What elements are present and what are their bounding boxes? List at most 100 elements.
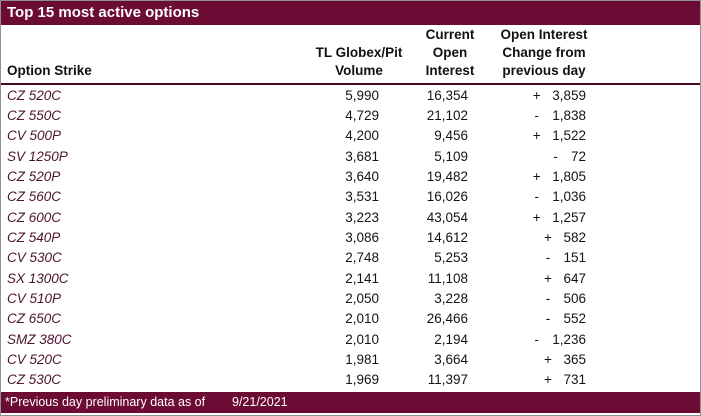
table-row: SV 1250P 3,681 5,109 -72 [1,146,700,166]
open-interest-value: 19,482 [426,168,468,184]
table-row: CZ 520C 5,990 16,354 +3,859 [1,85,700,105]
change-value: 552 [563,311,586,327]
open-interest-cell: 19,482 [379,169,468,184]
open-interest-value: 11,397 [427,372,468,388]
option-strike-value: CZ 600C [7,209,62,225]
volume-cell: 1,981 [281,352,379,367]
oi-change-cell: +1,805 [468,169,586,184]
volume-cell: 2,010 [281,311,379,326]
option-strike-value: CZ 540P [7,229,61,245]
open-interest-cell: 14,612 [379,230,468,245]
table-row: CZ 600C 3,223 43,054 +1,257 [1,207,700,227]
open-interest-cell: 3,664 [379,352,468,367]
change-sign: + [544,372,552,388]
table-body: CZ 520C 5,990 16,354 +3,859 CZ 550C 4,72… [1,85,700,390]
open-interest-value: 43,054 [426,209,468,225]
oi-change-cell: +1,257 [468,210,586,225]
table-row: CZ 530C 1,969 11,397 +731 [1,370,700,390]
oi-change-cell: +647 [468,271,586,286]
option-strike-value: CV 510P [7,290,62,306]
volume-cell: 3,223 [281,210,379,225]
change-value: 151 [563,250,586,266]
volume-value: 3,531 [345,189,379,205]
option-strike-value: CZ 530C [7,372,62,388]
volume-value: 2,050 [345,290,379,306]
open-interest-cell: 11,397 [379,372,468,387]
oi-change-cell: -1,236 [468,332,586,347]
change-sign: + [532,209,541,225]
change-value: 365 [563,351,586,367]
open-interest-cell: 3,228 [379,291,468,306]
report-title: Top 15 most active options [7,4,200,21]
change-value: 1,257 [552,209,586,225]
oi-change-cell: -1,036 [468,189,586,204]
option-strike-cell: SX 1300C [1,271,281,286]
option-strike-cell: SMZ 380C [1,332,281,347]
option-strike-cell: CZ 520P [1,169,281,184]
change-sign: + [544,270,552,286]
oi-change-cell: +1,522 [468,128,586,143]
change-value: 1,522 [552,128,586,144]
open-interest-value: 3,664 [434,351,468,367]
volume-value: 2,141 [345,270,379,286]
volume-value: 2,010 [345,311,379,327]
option-strike-value: SMZ 380C [7,331,72,347]
option-strike-value: SX 1300C [7,270,69,286]
oi-change-cell: -72 [468,149,586,164]
table-row: CZ 540P 3,086 14,612 +582 [1,227,700,247]
option-strike-cell: CZ 540P [1,230,281,245]
change-sign: + [532,128,541,144]
table-row: CZ 560C 3,531 16,026 -1,036 [1,187,700,207]
volume-cell: 2,748 [281,250,379,265]
table-row: CV 530C 2,748 5,253 -151 [1,248,700,268]
volume-cell: 3,531 [281,189,379,204]
option-strike-cell: CZ 560C [1,189,281,204]
volume-value: 2,748 [345,250,379,266]
change-sign: + [544,229,552,245]
volume-cell: 5,990 [281,88,379,103]
change-sign: + [532,87,541,103]
change-value: 731 [563,372,586,388]
footer-note: *Previous day preliminary data as of [5,394,206,409]
change-sign: + [544,351,552,367]
open-interest-value: 21,102 [426,107,468,123]
table-row: CZ 550C 4,729 21,102 -1,838 [1,105,700,125]
oi-change-cell: -1,838 [468,108,586,123]
change-sign: - [534,107,539,123]
option-strike-cell: CZ 530C [1,372,281,387]
open-interest-cell: 16,354 [379,88,468,103]
option-strike-cell: CZ 520C [1,88,281,103]
open-interest-cell: 5,109 [379,149,468,164]
open-interest-cell: 26,466 [379,311,468,326]
open-interest-value: 5,109 [434,148,468,164]
open-interest-cell: 2,194 [379,332,468,347]
option-strike-value: CV 500P [7,128,62,144]
option-strike-cell: SV 1250P [1,149,281,164]
volume-value: 3,640 [345,168,379,184]
open-interest-cell: 16,026 [379,189,468,204]
volume-cell: 3,086 [281,230,379,245]
change-value: 506 [563,290,586,306]
change-sign: - [545,290,551,306]
option-strike-value: SV 1250P [7,148,68,164]
open-interest-cell: 21,102 [379,108,468,123]
volume-value: 2,010 [345,331,379,347]
change-value: 647 [563,270,586,286]
column-header-oi-change: Open Interest Change from previous day [500,27,588,78]
volume-cell: 2,050 [281,291,379,306]
open-interest-cell: 11,108 [379,271,468,286]
open-interest-cell: 43,054 [379,210,468,225]
table-row: SX 1300C 2,141 11,108 +647 [1,268,700,288]
option-strike-value: CV 530C [7,250,62,266]
open-interest-cell: 5,253 [379,250,468,265]
oi-change-cell: +3,859 [468,88,586,103]
oi-change-cell: +582 [468,230,586,245]
option-strike-value: CZ 650C [7,311,62,327]
change-value: 1,236 [552,331,586,347]
volume-value: 5,990 [345,87,379,103]
volume-cell: 1,969 [281,372,379,387]
volume-value: 4,200 [345,128,379,144]
change-value: 1,838 [552,107,586,123]
change-value: 3,859 [552,87,586,103]
